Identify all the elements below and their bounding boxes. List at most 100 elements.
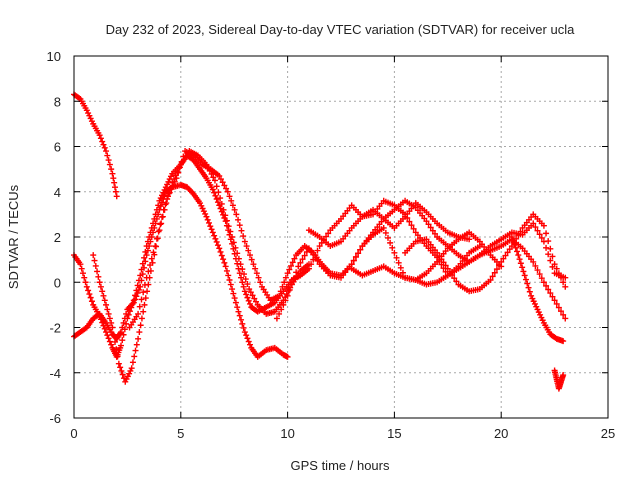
data-point xyxy=(314,247,321,254)
data-point xyxy=(538,275,545,282)
data-point xyxy=(167,185,174,192)
series-arc7 xyxy=(305,200,473,250)
data-point xyxy=(119,371,126,378)
data-point xyxy=(157,195,164,202)
data-point xyxy=(551,261,558,268)
data-point xyxy=(453,278,460,285)
data-point xyxy=(217,205,224,212)
data-point xyxy=(538,314,545,321)
data-point xyxy=(150,220,157,227)
data-point xyxy=(227,281,234,288)
data-point xyxy=(245,247,252,254)
data-point xyxy=(123,376,130,383)
data-point xyxy=(257,279,264,286)
data-point xyxy=(91,257,98,264)
data-point xyxy=(244,335,251,342)
data-point xyxy=(380,224,387,231)
data-point xyxy=(250,261,257,268)
data-point xyxy=(200,208,207,215)
data-point xyxy=(225,272,232,279)
data-point xyxy=(199,205,206,212)
data-point xyxy=(108,341,115,348)
data-point xyxy=(210,174,217,181)
data-point xyxy=(127,367,134,374)
data-point xyxy=(176,164,183,171)
x-tick-labels: 0 5 10 15 20 25 xyxy=(70,426,615,441)
data-point xyxy=(148,255,155,262)
data-point xyxy=(234,304,241,311)
data-point xyxy=(522,276,529,283)
x-tick-label: 5 xyxy=(177,426,184,441)
data-point xyxy=(206,167,213,174)
data-point xyxy=(226,276,233,283)
data-point xyxy=(423,218,430,225)
data-point xyxy=(222,263,229,270)
data-point xyxy=(427,224,434,231)
data-point xyxy=(156,227,163,234)
data-point xyxy=(139,260,146,267)
data-point xyxy=(230,239,237,246)
data-point xyxy=(245,338,252,345)
data-point xyxy=(517,260,524,267)
data-point xyxy=(152,211,159,218)
data-point xyxy=(539,317,546,324)
data-point xyxy=(521,272,528,279)
data-point xyxy=(357,246,364,253)
data-point xyxy=(119,337,126,344)
data-point xyxy=(208,171,215,178)
data-point xyxy=(213,183,220,190)
data-point xyxy=(547,290,554,297)
data-point xyxy=(241,288,248,295)
data-point xyxy=(137,322,144,329)
data-point xyxy=(108,319,115,326)
data-point xyxy=(558,308,565,315)
data-point xyxy=(101,325,108,332)
x-tick-label: 15 xyxy=(387,426,401,441)
data-point xyxy=(525,284,532,291)
data-point xyxy=(123,320,130,327)
y-tick-label: 10 xyxy=(47,49,61,64)
data-point xyxy=(547,245,554,252)
data-point xyxy=(110,331,117,338)
x-tick-label: 10 xyxy=(280,426,294,441)
data-point xyxy=(397,264,404,271)
data-point xyxy=(391,249,398,256)
data-point xyxy=(115,360,122,367)
data-point xyxy=(213,238,220,245)
y-tick-label: -2 xyxy=(49,321,61,336)
data-point xyxy=(118,367,125,374)
data-point xyxy=(526,288,533,295)
data-point xyxy=(382,229,389,236)
data-point xyxy=(451,275,458,282)
data-point xyxy=(536,231,543,238)
data-point xyxy=(278,306,285,313)
data-point xyxy=(436,253,443,260)
data-point xyxy=(555,304,562,311)
data-point xyxy=(99,319,106,326)
data-point xyxy=(212,235,219,242)
data-point xyxy=(126,308,133,315)
data-point xyxy=(532,262,539,269)
data-point xyxy=(100,292,107,299)
data-point xyxy=(446,268,453,275)
data-point xyxy=(240,324,247,331)
data-point xyxy=(227,228,234,235)
data-point xyxy=(551,297,558,304)
data-point xyxy=(176,165,183,172)
data-point xyxy=(221,259,228,266)
data-point xyxy=(133,341,140,348)
y-tick-label: 2 xyxy=(54,230,61,245)
data-point xyxy=(520,268,527,275)
data-point xyxy=(562,315,569,322)
data-point xyxy=(198,202,205,209)
data-point xyxy=(232,299,239,306)
data-point xyxy=(114,353,121,360)
data-point xyxy=(140,308,147,315)
data-point xyxy=(144,238,151,245)
data-point xyxy=(549,293,556,300)
data-point xyxy=(106,161,113,168)
data-point xyxy=(234,250,241,257)
data-point xyxy=(229,286,236,293)
data-point xyxy=(530,220,537,227)
